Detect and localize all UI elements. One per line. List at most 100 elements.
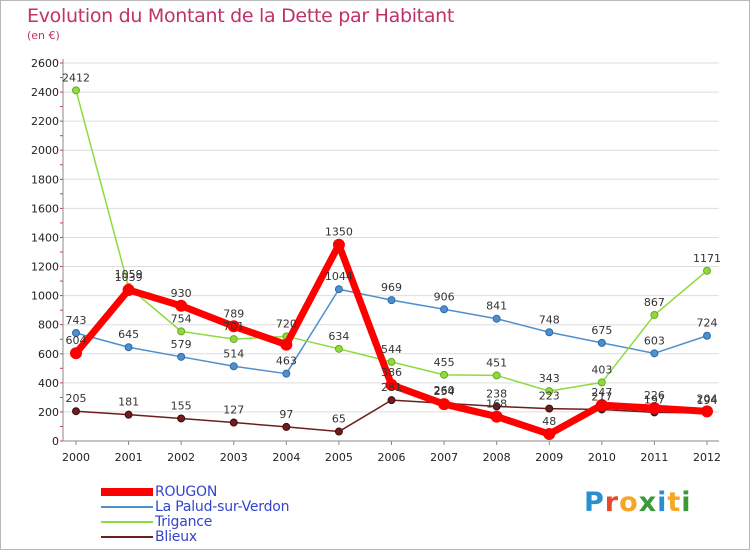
y-tick-label: 2200 xyxy=(31,115,59,128)
x-tick-label: 2002 xyxy=(167,451,195,464)
data-point xyxy=(387,396,396,405)
x-tick-label: 2012 xyxy=(693,451,721,464)
data-label: 841 xyxy=(486,300,507,313)
y-tick-label: 200 xyxy=(38,406,59,419)
data-point xyxy=(492,371,501,380)
data-label: 604 xyxy=(66,334,87,347)
data-point xyxy=(387,296,396,305)
data-point xyxy=(701,405,713,418)
legend-label: La Palud-sur-Verdon xyxy=(155,499,290,515)
data-label: 645 xyxy=(118,328,139,341)
data-label: 226 xyxy=(644,389,665,402)
data-label: 724 xyxy=(697,317,718,330)
data-point xyxy=(334,427,343,436)
data-point xyxy=(492,314,501,323)
data-label: 634 xyxy=(328,330,349,343)
data-label: 217 xyxy=(591,390,612,403)
y-tick-label: 1200 xyxy=(31,261,59,274)
x-tick-label: 2001 xyxy=(115,451,143,464)
data-label: 789 xyxy=(223,307,244,320)
legend-swatch xyxy=(101,488,153,496)
data-label: 403 xyxy=(591,363,612,376)
data-label: 514 xyxy=(223,347,244,360)
data-point xyxy=(597,378,606,387)
data-label: 720 xyxy=(276,317,297,330)
brand-logo: Proxiti xyxy=(584,487,692,518)
data-point xyxy=(177,327,186,336)
data-point xyxy=(650,310,659,319)
data-point xyxy=(124,343,133,352)
x-tick-label: 2004 xyxy=(272,451,300,464)
data-label: 168 xyxy=(486,398,507,411)
data-point xyxy=(545,404,554,413)
data-point xyxy=(440,370,449,379)
data-label: 1039 xyxy=(115,271,143,284)
data-label: 1044 xyxy=(325,270,353,283)
data-label: 254 xyxy=(434,385,455,398)
data-label: 205 xyxy=(66,392,87,405)
y-tick-label: 800 xyxy=(38,319,59,332)
legend-swatch xyxy=(101,506,153,508)
data-label: 544 xyxy=(381,343,402,356)
data-label: 579 xyxy=(171,338,192,351)
data-point xyxy=(72,86,80,95)
data-point xyxy=(122,283,135,296)
legend-label: Trigance xyxy=(155,514,213,530)
x-tick-label: 2008 xyxy=(483,451,511,464)
data-point xyxy=(177,414,186,423)
data-point xyxy=(124,410,133,419)
data-label: 748 xyxy=(539,313,560,326)
data-label: 155 xyxy=(171,399,192,412)
y-tick-label: 1600 xyxy=(31,202,59,215)
data-label: 906 xyxy=(434,290,455,303)
data-point xyxy=(229,335,238,344)
data-label: 65 xyxy=(332,413,346,426)
data-label: 451 xyxy=(486,356,507,369)
legend-label: ROUGON xyxy=(155,484,218,500)
data-point xyxy=(175,299,188,312)
data-label: 204 xyxy=(697,392,718,405)
legend-swatch xyxy=(101,521,153,523)
data-label: 1350 xyxy=(325,226,353,239)
x-tick-label: 2003 xyxy=(220,451,248,464)
data-point xyxy=(545,328,554,337)
data-label: 2412 xyxy=(62,71,90,84)
legend-swatch xyxy=(101,536,153,538)
data-point xyxy=(595,399,608,412)
data-point xyxy=(492,402,501,411)
data-point xyxy=(543,428,556,441)
x-tick-label: 2009 xyxy=(535,451,563,464)
data-label: 867 xyxy=(644,296,665,309)
x-tick-label: 2007 xyxy=(430,451,458,464)
data-point xyxy=(440,305,449,314)
data-label: 1059 xyxy=(115,268,143,281)
data-label: 386 xyxy=(381,366,402,379)
data-point xyxy=(72,407,80,416)
data-label: 463 xyxy=(276,355,297,368)
data-label: 197 xyxy=(644,393,665,406)
data-point xyxy=(703,331,711,340)
data-label: 343 xyxy=(539,372,560,385)
data-point xyxy=(280,338,293,351)
y-tick-label: 2600 xyxy=(31,57,59,70)
data-label: 1171 xyxy=(693,252,721,265)
data-point xyxy=(438,398,451,411)
data-label: 969 xyxy=(381,281,402,294)
data-point xyxy=(282,422,291,431)
data-point xyxy=(648,402,661,415)
data-point xyxy=(490,410,503,423)
data-label: 127 xyxy=(223,404,244,417)
data-label: 260 xyxy=(434,384,455,397)
data-label: 603 xyxy=(644,334,665,347)
data-label: 238 xyxy=(486,387,507,400)
y-tick-label: 1800 xyxy=(31,173,59,186)
y-tick-label: 2000 xyxy=(31,144,59,157)
x-tick-label: 2011 xyxy=(640,451,668,464)
x-tick-label: 2005 xyxy=(325,451,353,464)
data-point xyxy=(334,285,343,294)
data-label: 455 xyxy=(434,356,455,369)
data-point xyxy=(387,357,396,366)
y-tick-label: 2400 xyxy=(31,86,59,99)
